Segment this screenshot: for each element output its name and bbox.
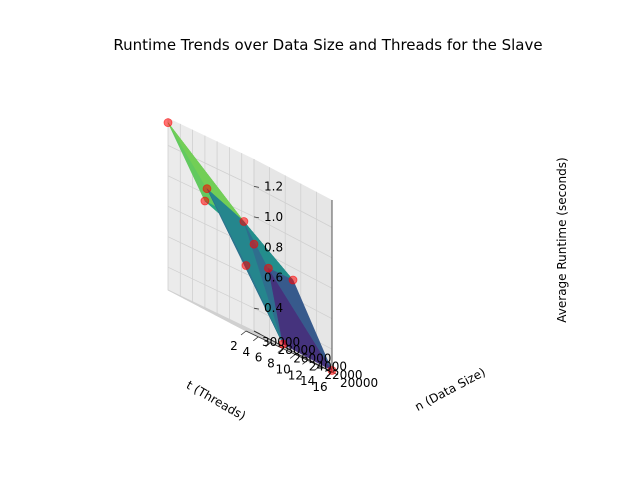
y-tick-mark: [269, 338, 276, 343]
x-tick-mark: [265, 342, 271, 348]
x-tick-label: 6: [255, 351, 263, 365]
z-tick-label: 1.0: [264, 210, 283, 224]
x-tick-label: 16: [312, 380, 327, 394]
y-tick-label: 26000: [293, 351, 331, 365]
y-tick-label: 22000: [324, 368, 362, 382]
y-tick-label: 30000: [262, 335, 300, 349]
y-tick-mark: [285, 347, 292, 351]
chart-title: Runtime Trends over Data Size and Thread…: [113, 36, 542, 54]
grid-line-z: [167, 175, 333, 259]
data-point: [278, 339, 288, 349]
x-tick-label: 8: [267, 357, 275, 371]
data-point: [249, 239, 259, 249]
x-tick-label: 4: [242, 345, 250, 359]
y-tick-label: 20000: [340, 376, 378, 390]
surface-facet: [267, 267, 333, 371]
x-tick-mark: [277, 348, 284, 353]
x-tick-label: 14: [300, 374, 315, 388]
z-tick-label: 0.8: [264, 240, 283, 254]
z-axis-label: Average Runtime (seconds): [555, 157, 569, 322]
z-tick-mark: [253, 186, 260, 188]
z-tick-mark: [253, 216, 260, 219]
data-point: [263, 263, 273, 273]
x-tick-label: 2: [230, 339, 238, 353]
x-axis-label: t (Threads): [184, 378, 248, 423]
x-axis-line: [245, 330, 333, 373]
data-point: [239, 217, 249, 226]
y-tick-mark: [300, 355, 307, 359]
y-tick-mark: [316, 363, 323, 368]
data-markers: [163, 118, 337, 375]
x-tick-label: 10: [275, 362, 290, 376]
data-point: [288, 275, 298, 285]
data-point: [327, 366, 337, 375]
data-point: [200, 196, 210, 206]
x-tick-mark: [253, 336, 259, 342]
y-tick-label: 24000: [309, 360, 347, 374]
surface: [167, 122, 333, 372]
z-tick-label: 0.6: [264, 271, 283, 285]
z-tick-label: 1.2: [264, 179, 283, 193]
z-tick-label: 0.4: [264, 301, 283, 315]
x-tick-mark: [302, 359, 308, 365]
x-tick-label: 12: [288, 368, 303, 382]
y-axis-label: n (Data Size): [412, 365, 487, 414]
axis-lines: [240, 186, 339, 377]
x-tick-mark: [289, 354, 296, 359]
x-tick-mark: [314, 365, 320, 371]
z-tick-mark: [253, 307, 260, 310]
data-point: [163, 118, 173, 127]
data-point: [202, 184, 212, 194]
data-point: [241, 261, 251, 270]
x-tick-mark: [240, 330, 247, 336]
y-tick-label: 28000: [278, 343, 316, 357]
y-tick-mark: [253, 330, 261, 335]
